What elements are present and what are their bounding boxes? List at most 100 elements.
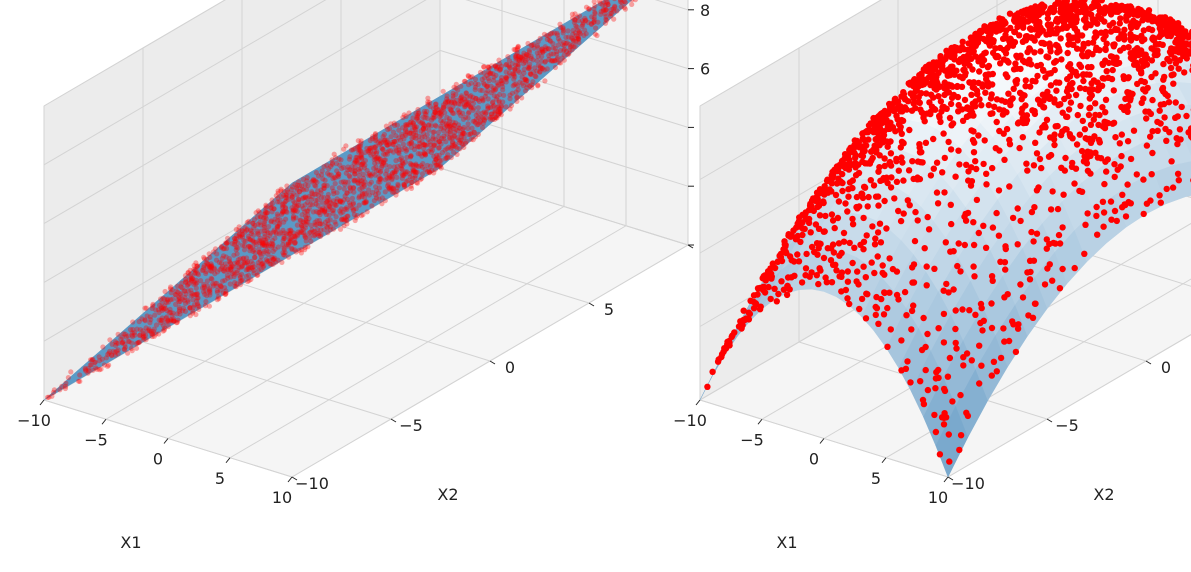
data-point: [535, 39, 541, 45]
data-point: [337, 162, 343, 168]
data-point: [409, 179, 415, 185]
data-point: [520, 53, 527, 59]
data-point: [227, 266, 233, 273]
data-point: [161, 306, 167, 312]
data-point: [561, 42, 567, 49]
data-point: [82, 367, 89, 373]
data-point: [385, 126, 391, 133]
data-point: [258, 238, 264, 244]
data-point: [556, 60, 562, 66]
data-point: [467, 94, 473, 100]
data-point: [224, 272, 230, 279]
data-point: [1026, 25, 1034, 32]
data-point: [927, 172, 935, 179]
data-point: [498, 112, 504, 118]
data-point: [525, 66, 532, 72]
data-point: [589, 21, 595, 27]
data-point: [475, 97, 481, 103]
data-point: [372, 160, 378, 166]
data-point: [321, 164, 327, 170]
data-point: [485, 96, 491, 102]
data-point: [306, 215, 312, 222]
data-point: [179, 280, 185, 286]
data-point: [486, 69, 492, 75]
data-point: [293, 203, 299, 209]
data-point: [582, 27, 588, 33]
data-point: [459, 93, 465, 99]
data-point: [402, 159, 408, 165]
data-point: [165, 323, 171, 330]
data-point: [360, 160, 366, 166]
data-point: [395, 183, 401, 189]
data-point: [142, 318, 148, 324]
data-point: [949, 398, 956, 405]
data-point: [481, 64, 487, 70]
data-point: [940, 385, 948, 393]
data-point: [465, 121, 471, 127]
data-point: [422, 142, 429, 148]
data-point: [611, 16, 617, 22]
data-point: [978, 102, 985, 109]
data-point: [451, 134, 457, 140]
data-point: [446, 144, 452, 150]
data-point: [591, 6, 597, 12]
data-point: [457, 138, 463, 144]
data-point: [539, 54, 545, 60]
surface-cell: [611, 0, 624, 7]
data-point: [995, 53, 1002, 61]
data-point: [844, 278, 852, 285]
data-point: [945, 81, 952, 88]
data-point: [144, 313, 150, 319]
data-point: [453, 81, 459, 87]
data-point: [176, 304, 182, 311]
data-point: [735, 323, 743, 330]
data-point: [526, 65, 533, 72]
data-point: [953, 345, 960, 352]
data-point: [212, 271, 218, 277]
data-point: [998, 25, 1005, 33]
data-point: [352, 157, 358, 163]
data-point: [170, 318, 176, 324]
data-point: [251, 217, 257, 223]
data-point: [351, 185, 357, 191]
data-point: [302, 195, 308, 201]
data-point: [1147, 133, 1154, 140]
data-point: [1053, 30, 1060, 37]
data-point: [431, 142, 437, 148]
data-point: [988, 372, 995, 379]
data-point: [941, 154, 948, 162]
data-point: [453, 120, 459, 126]
data-point: [498, 63, 505, 69]
data-point: [398, 155, 405, 161]
data-point: [1163, 185, 1170, 193]
data-point: [309, 179, 315, 185]
data-point: [1061, 167, 1069, 174]
data-point: [280, 238, 286, 244]
data-point: [380, 134, 386, 140]
data-point: [542, 59, 548, 65]
data-point: [475, 121, 482, 127]
data-point: [436, 134, 442, 140]
data-point: [251, 224, 257, 231]
data-point: [1175, 177, 1183, 184]
data-point: [250, 220, 256, 226]
data-point: [471, 129, 477, 135]
data-point: [522, 88, 529, 94]
data-point: [1046, 261, 1054, 268]
data-point: [167, 317, 174, 323]
data-point: [472, 87, 478, 93]
data-point: [410, 162, 417, 168]
data-point: [1113, 26, 1121, 33]
data-point: [484, 72, 490, 79]
data-point: [572, 43, 578, 50]
data-point: [1056, 240, 1064, 247]
data-point: [1087, 170, 1094, 177]
data-point: [860, 246, 867, 253]
data-point: [394, 188, 400, 195]
data-point: [450, 149, 457, 155]
data-point: [283, 216, 289, 222]
data-point: [244, 219, 250, 226]
data-point: [150, 303, 156, 309]
data-point: [232, 283, 238, 289]
data-point: [394, 122, 400, 128]
